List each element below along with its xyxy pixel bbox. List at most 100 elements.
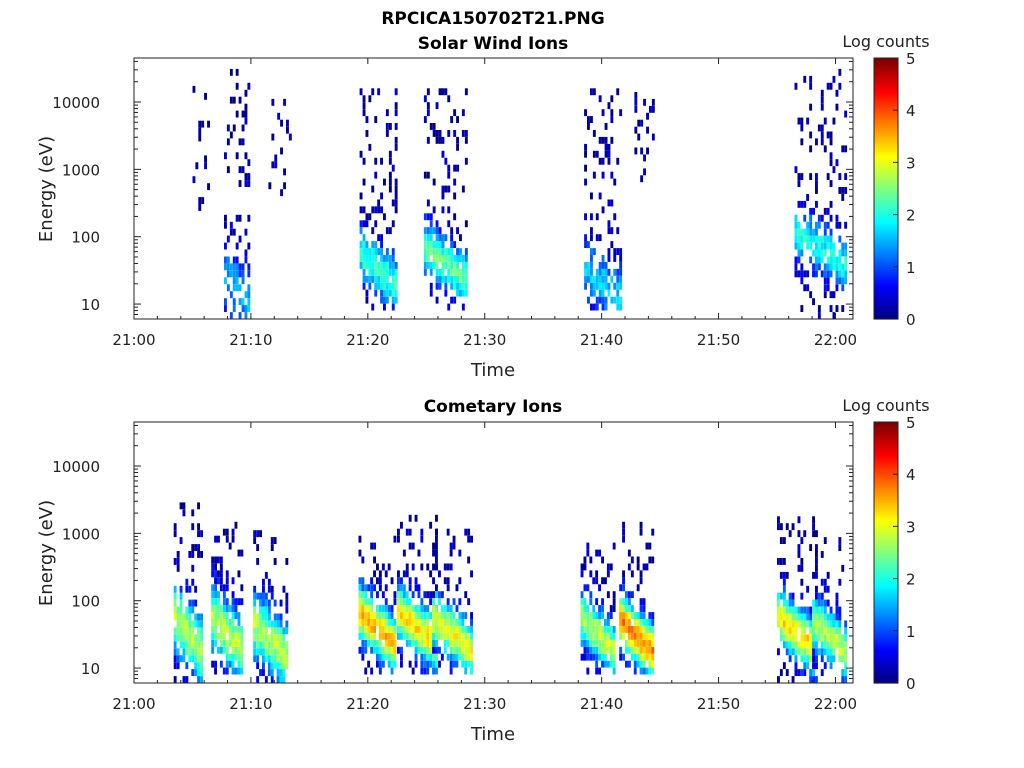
heatmap-cell: [397, 535, 400, 543]
heatmap-cell: [420, 605, 424, 612]
heatmap-cell: [224, 256, 227, 264]
heatmap-cell: [390, 660, 394, 668]
heatmap-cell: [435, 591, 438, 599]
colorbar-swatch: [874, 112, 898, 116]
heatmap-cell: [832, 242, 836, 250]
heatmap-cell: [815, 270, 818, 278]
heatmap-cell: [259, 592, 262, 600]
heatmap-cell: [634, 147, 638, 155]
heatmap-cell: [782, 627, 786, 635]
heatmap-cell: [604, 577, 607, 585]
colorbar-swatch: [874, 619, 898, 623]
heatmap-cell: [225, 639, 229, 647]
colorbar-swatch: [874, 86, 898, 90]
heatmap-cell: [464, 591, 468, 599]
heatmap-cell: [378, 646, 382, 654]
heatmap-cell: [441, 88, 445, 96]
heatmap-cell: [592, 646, 596, 654]
colorbar-swatch: [874, 672, 898, 675]
heatmap-cell: [222, 598, 226, 606]
heatmap-cell: [646, 147, 649, 155]
heatmap-cell: [234, 612, 238, 619]
heatmap-cell: [240, 598, 244, 606]
heatmap-cell: [601, 289, 605, 297]
heatmap-cell: [408, 639, 412, 647]
heatmap-cell: [240, 667, 244, 675]
heatmap-cell: [455, 653, 459, 661]
heatmap-cell: [384, 598, 388, 606]
heatmap-cell: [438, 136, 442, 144]
heatmap-cell: [800, 564, 804, 572]
heatmap-cell: [191, 627, 195, 635]
colorbar-tick-label: 2: [906, 571, 916, 589]
heatmap-cell: [592, 171, 596, 179]
heatmap-cell: [832, 620, 836, 628]
heatmap-cell: [444, 282, 448, 290]
heatmap-cell: [262, 641, 265, 649]
heatmap-cell: [832, 263, 836, 271]
colorbar-swatch: [874, 247, 898, 250]
heatmap-cell: [176, 620, 180, 628]
heatmap-cell: [797, 270, 801, 278]
heatmap-cell: [438, 255, 442, 262]
heatmap-cell: [226, 256, 230, 264]
heatmap-cell: [173, 599, 177, 607]
heatmap-cell: [374, 282, 378, 290]
heatmap-cell: [639, 612, 643, 619]
colorbar-swatch: [874, 643, 898, 647]
heatmap-cell: [279, 620, 283, 628]
heatmap-cell: [467, 626, 471, 633]
heatmap-cell: [182, 620, 186, 628]
heatmap-cell: [844, 242, 848, 250]
heatmap-cell: [179, 537, 183, 544]
heatmap-cell: [803, 228, 807, 236]
heatmap-cell: [397, 598, 400, 606]
heatmap-cell: [609, 605, 613, 612]
colorbar-swatch: [874, 221, 898, 224]
heatmap-cell: [604, 262, 608, 269]
heatmap-cell: [820, 89, 824, 97]
heatmap-cell: [385, 262, 389, 269]
colorbar-swatch: [874, 88, 898, 92]
heatmap-cell: [429, 626, 433, 633]
heatmap-cell: [432, 227, 436, 235]
heatmap-cell: [423, 632, 427, 640]
heatmap-cell: [426, 102, 430, 110]
x-axis-label: Time: [470, 724, 515, 745]
heatmap-cell: [580, 612, 584, 619]
heatmap-cell: [826, 648, 830, 656]
heatmap-cell: [438, 598, 441, 606]
colorbar-swatch: [874, 554, 898, 558]
heatmap-cell: [244, 173, 248, 180]
heatmap-cell: [806, 606, 810, 614]
heatmap-cell: [794, 606, 798, 614]
heatmap-cell: [264, 641, 268, 649]
heatmap-cell: [197, 530, 200, 538]
heatmap-cell: [358, 584, 362, 592]
heatmap-cell: [388, 185, 392, 193]
heatmap-cell: [450, 116, 454, 123]
heatmap-cell: [449, 563, 453, 571]
heatmap-cell: [385, 130, 389, 137]
heatmap-cell: [584, 178, 587, 186]
heatmap-cell: [435, 130, 439, 137]
colorbar-swatch: [874, 426, 898, 430]
heatmap-cell: [432, 255, 436, 262]
heatmap-cell: [271, 133, 275, 141]
heatmap-cell: [467, 535, 471, 543]
heatmap-cell: [432, 632, 435, 640]
heatmap-cell: [832, 256, 836, 264]
heatmap-cell: [201, 120, 205, 128]
heatmap-cell: [812, 620, 815, 628]
heatmap-cell: [200, 627, 203, 635]
heatmap-cell: [276, 655, 280, 663]
heatmap-cell: [370, 591, 374, 599]
heatmap-cell: [179, 606, 183, 614]
heatmap-cell: [393, 653, 397, 661]
heatmap-cell: [374, 241, 378, 248]
heatmap-cell: [364, 605, 368, 612]
heatmap-cell: [200, 620, 203, 628]
heatmap-cell: [452, 598, 456, 606]
heatmap-cell: [648, 626, 652, 633]
heatmap-cell: [584, 150, 587, 158]
